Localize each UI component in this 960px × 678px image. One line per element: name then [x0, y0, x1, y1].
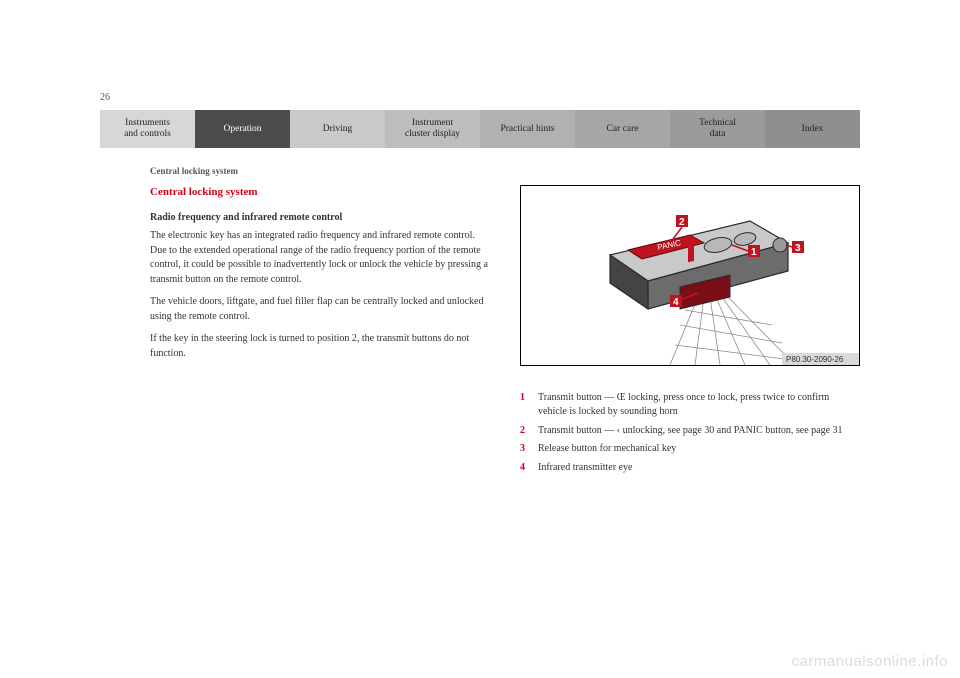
- legend-text-2: Transmit button — ‹ unlocking, see page …: [538, 424, 860, 439]
- watermark: carmanualsonline.info: [792, 653, 948, 670]
- subheading-remote: Radio frequency and infrared remote cont…: [150, 211, 490, 226]
- svg-text:2: 2: [679, 217, 685, 228]
- svg-text:1: 1: [751, 247, 757, 258]
- tab-index[interactable]: Index: [765, 110, 860, 148]
- section-title: Central locking system: [150, 185, 490, 201]
- para-1: The electronic key has an integrated rad…: [150, 229, 490, 287]
- tab-technical-data[interactable]: Technical data: [670, 110, 765, 148]
- key-fob-figure: PANIC 2 1: [520, 185, 860, 375]
- left-column: Central locking system Radio frequency a…: [150, 185, 490, 479]
- tab-instrument-cluster-display[interactable]: Instrument cluster display: [385, 110, 480, 148]
- tab-practical-hints[interactable]: Practical hints: [480, 110, 575, 148]
- tab-driving[interactable]: Driving: [290, 110, 385, 148]
- legend-num-4: 4: [520, 461, 530, 476]
- legend-text-4: Infrared transmitter eye: [538, 461, 860, 476]
- tab-operation[interactable]: Operation: [195, 110, 290, 148]
- nav-tabs: Instruments and controls Operation Drivi…: [100, 110, 860, 148]
- legend-num-1: 1: [520, 391, 530, 420]
- page: Instruments and controls Operation Drivi…: [100, 110, 860, 148]
- svg-text:4: 4: [673, 297, 679, 308]
- legend-text-1: Transmit button — Œ locking, press once …: [538, 391, 860, 420]
- tab-car-care[interactable]: Car care: [575, 110, 670, 148]
- para-2: The vehicle doors, liftgate, and fuel fi…: [150, 295, 490, 324]
- legend-num-3: 3: [520, 442, 530, 457]
- legend-item-1: 1 Transmit button — Œ locking, press onc…: [520, 391, 860, 420]
- breadcrumb: Central locking system: [150, 166, 238, 176]
- figure-tag: P80.30-2090-26: [786, 355, 844, 364]
- para-3: If the key in the steering lock is turne…: [150, 332, 490, 361]
- svg-text:3: 3: [795, 243, 801, 254]
- legend-text-3: Release button for mechanical key: [538, 442, 860, 457]
- tab-instruments-and-controls[interactable]: Instruments and controls: [100, 110, 195, 148]
- legend-item-3: 3 Release button for mechanical key: [520, 442, 860, 457]
- legend-item-2: 2 Transmit button — ‹ unlocking, see pag…: [520, 424, 860, 439]
- page-number: 26: [100, 92, 110, 103]
- content-columns: Central locking system Radio frequency a…: [150, 185, 860, 479]
- legend-item-4: 4 Infrared transmitter eye: [520, 461, 860, 476]
- legend-num-2: 2: [520, 424, 530, 439]
- right-column: PANIC 2 1: [520, 185, 860, 479]
